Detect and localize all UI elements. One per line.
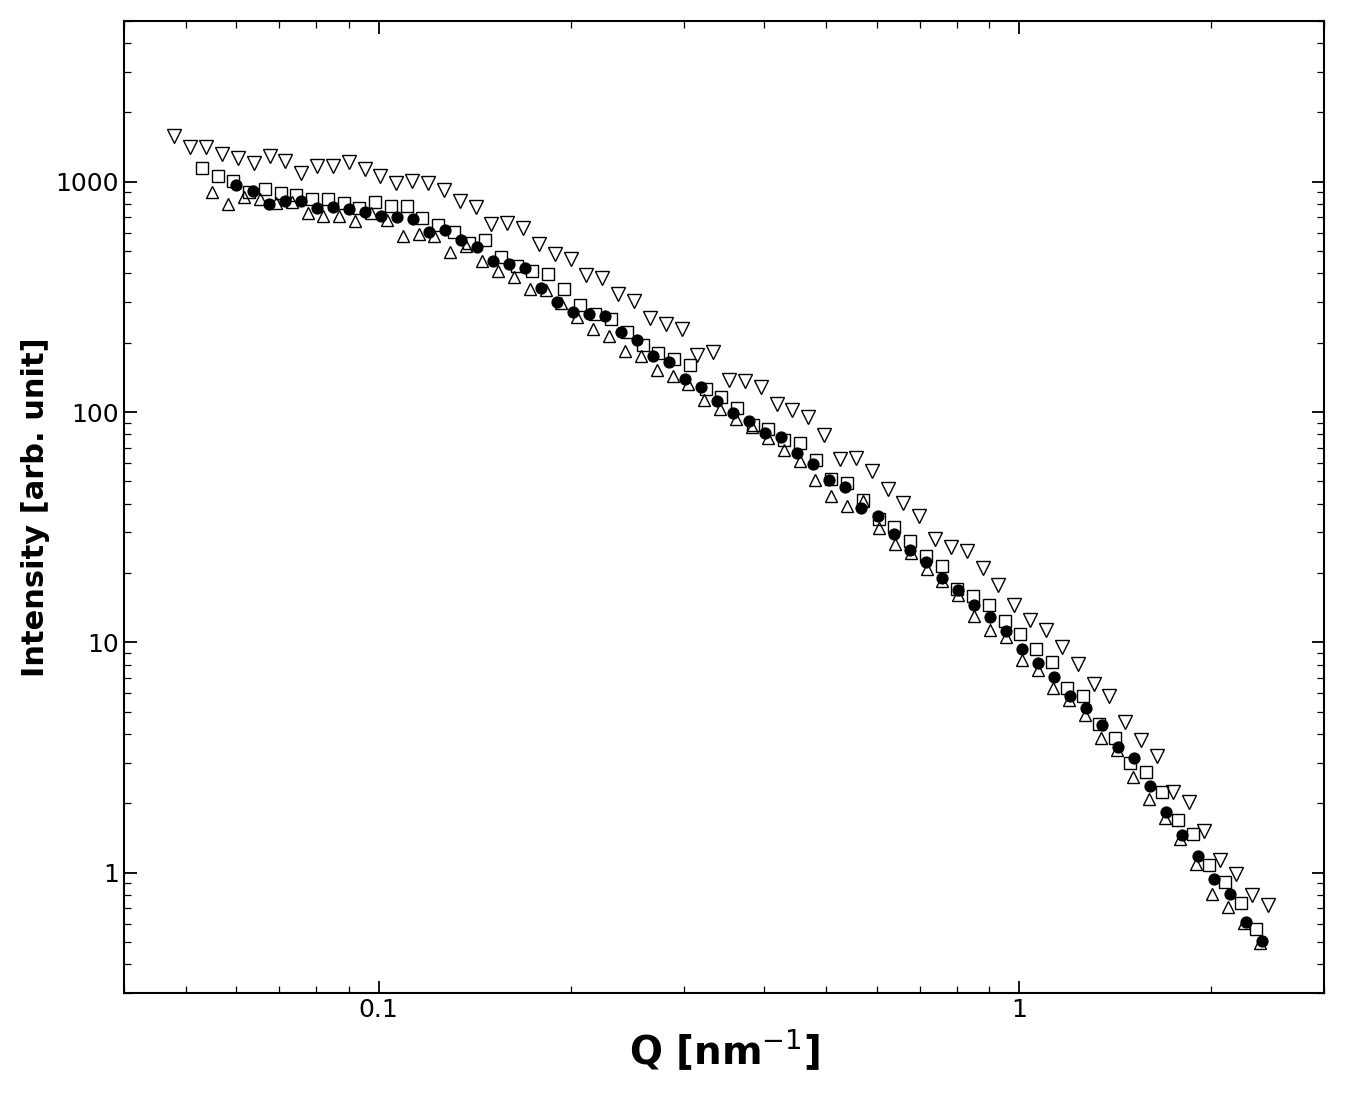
- 9 days: [499, 216, 515, 230]
- Y-axis label: Intensity [arb. unit]: Intensity [arb. unit]: [20, 337, 50, 677]
- 3 days: [229, 178, 245, 191]
- as-received: [430, 219, 447, 232]
- as-received: [1138, 765, 1154, 778]
- as-received: [792, 436, 808, 449]
- 6 days: [632, 350, 648, 363]
- 3 days: [1254, 935, 1270, 948]
- 3 days: [1110, 740, 1126, 753]
- as-received: [445, 225, 461, 238]
- 3 days: [757, 427, 773, 440]
- 9 days: [167, 129, 183, 142]
- 9 days: [768, 397, 784, 410]
- 3 days: [1223, 888, 1239, 901]
- Line: 9 days: 9 days: [168, 129, 1275, 913]
- 6 days: [1188, 858, 1204, 871]
- 9 days: [1260, 898, 1276, 912]
- 9 days: [1102, 690, 1118, 703]
- X-axis label: Q [nm$^{-1}$]: Q [nm$^{-1}$]: [628, 1027, 819, 1072]
- 6 days: [204, 186, 221, 199]
- 3 days: [662, 355, 678, 368]
- Line: 3 days: 3 days: [231, 179, 1268, 947]
- as-received: [194, 162, 210, 175]
- 6 days: [363, 207, 379, 220]
- 3 days: [533, 281, 549, 294]
- 6 days: [443, 245, 459, 258]
- 6 days: [681, 378, 697, 391]
- as-received: [807, 454, 823, 467]
- 6 days: [998, 631, 1014, 644]
- 3 days: [469, 240, 486, 254]
- 9 days: [452, 195, 468, 208]
- 9 days: [1085, 677, 1102, 690]
- as-received: [1248, 922, 1264, 936]
- 6 days: [1252, 937, 1268, 950]
- as-received: [1217, 875, 1233, 889]
- Line: as-received: as-received: [196, 162, 1263, 935]
- 9 days: [420, 176, 436, 189]
- Line: 6 days: 6 days: [206, 186, 1266, 950]
